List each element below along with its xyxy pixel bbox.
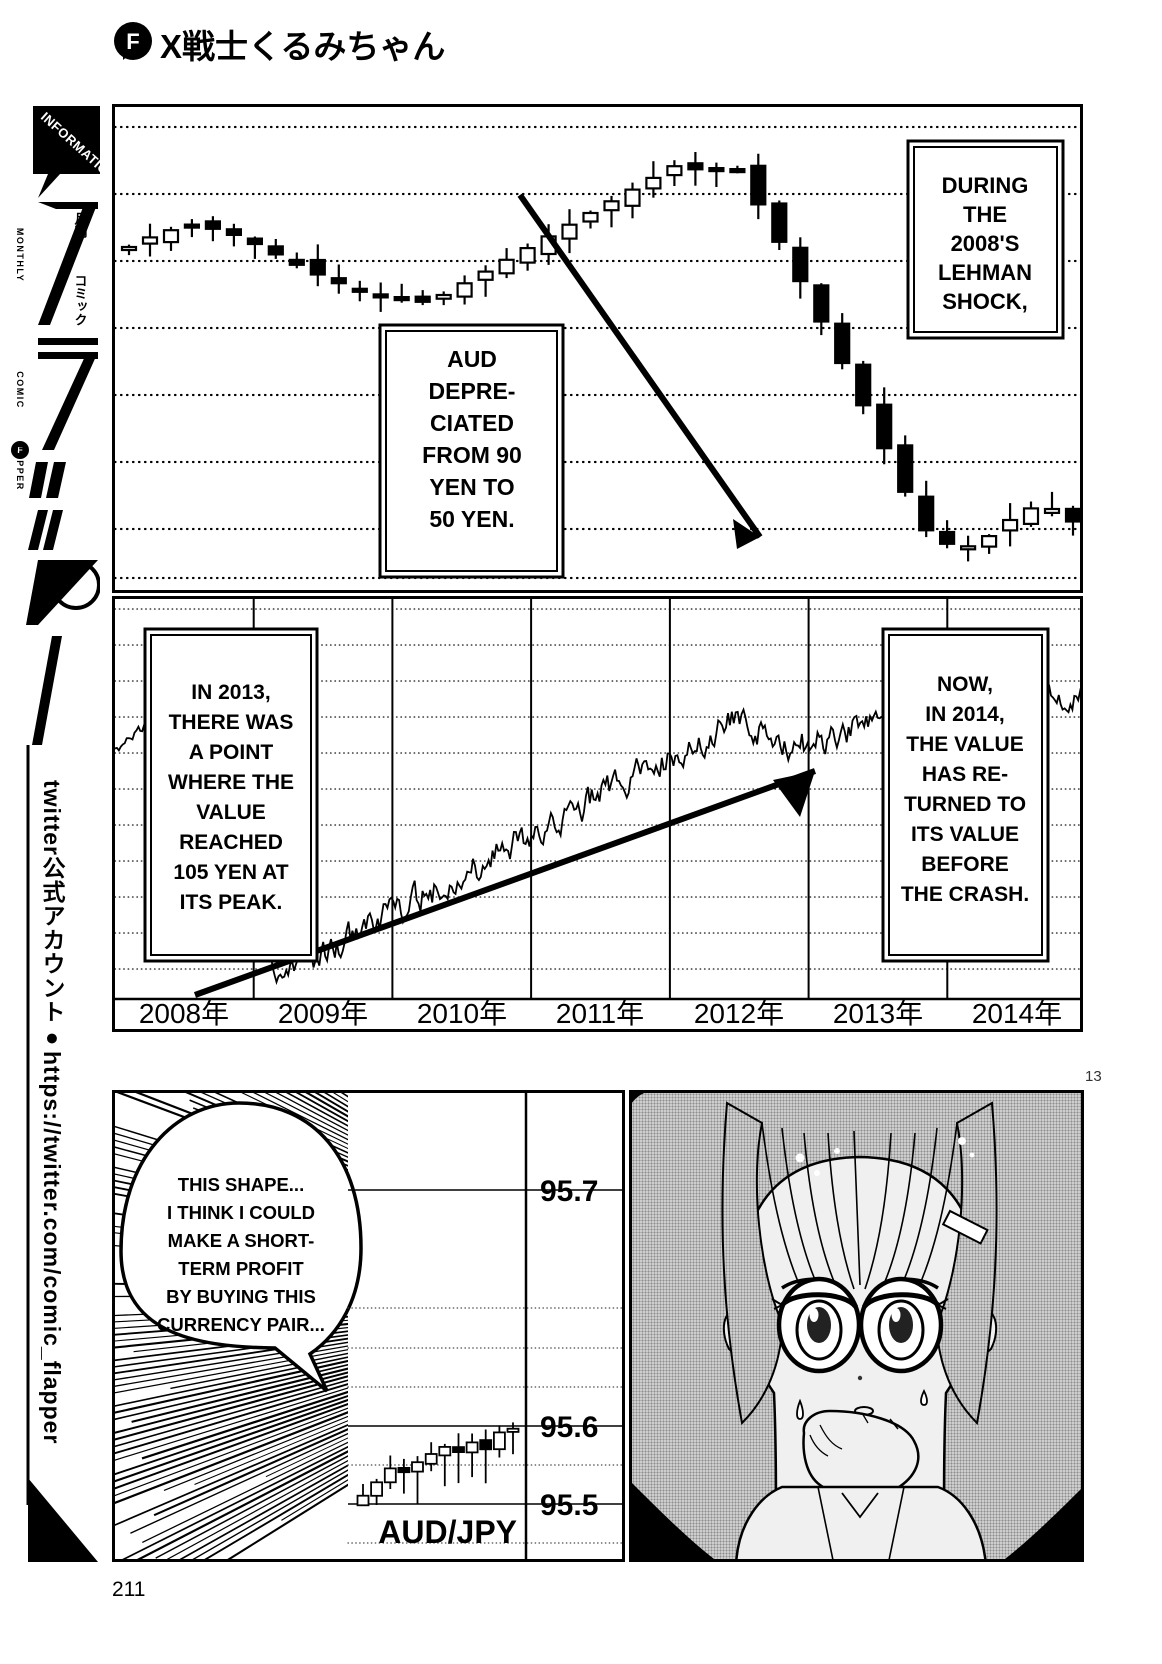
svg-text:BEFORE: BEFORE	[921, 853, 1009, 876]
svg-text:AUD/JPY: AUD/JPY	[378, 1514, 517, 1550]
svg-text:TERM PROFIT: TERM PROFIT	[178, 1258, 304, 1279]
svg-text:LEHMAN: LEHMAN	[938, 260, 1032, 285]
svg-text:2011年: 2011年	[556, 998, 644, 1029]
svg-text:DEPRE-: DEPRE-	[429, 378, 516, 404]
svg-text:CIATED: CIATED	[430, 410, 514, 436]
svg-text:95.5: 95.5	[540, 1489, 598, 1522]
svg-text:REACHED: REACHED	[179, 831, 283, 854]
svg-text:IN 2013,: IN 2013,	[191, 681, 270, 704]
svg-text:ITS VALUE: ITS VALUE	[911, 823, 1019, 846]
svg-text:FROM 90: FROM 90	[422, 442, 522, 468]
svg-text:コミック: コミック	[73, 274, 88, 326]
svg-text:MONTHLY: MONTHLY	[15, 228, 25, 282]
svg-text:MAKE A SHORT-: MAKE A SHORT-	[168, 1230, 315, 1251]
svg-text:2009年: 2009年	[278, 998, 368, 1029]
svg-text:THERE WAS: THERE WAS	[169, 711, 294, 734]
svg-text:95.7: 95.7	[540, 1175, 598, 1208]
svg-text:I THINK I COULD: I THINK I COULD	[167, 1202, 315, 1223]
svg-text:2008'S: 2008'S	[951, 231, 1020, 256]
svg-text:IN 2014,: IN 2014,	[925, 703, 1004, 726]
svg-text:95.6: 95.6	[540, 1411, 598, 1444]
svg-text:105 YEN AT: 105 YEN AT	[173, 861, 288, 884]
svg-text:DURING: DURING	[942, 173, 1029, 198]
svg-text:YEN TO: YEN TO	[429, 474, 514, 500]
svg-text:WHERE THE: WHERE THE	[168, 771, 294, 794]
svg-text:2010年: 2010年	[417, 998, 507, 1029]
svg-text:THE CRASH.: THE CRASH.	[901, 883, 1029, 906]
svg-text:AUD: AUD	[447, 346, 497, 372]
svg-text:NOW,: NOW,	[937, 673, 993, 696]
svg-text:ITS PEAK.: ITS PEAK.	[180, 891, 283, 914]
svg-text:2014年: 2014年	[972, 998, 1062, 1029]
svg-text:TURNED TO: TURNED TO	[904, 793, 1026, 816]
svg-text:twitter公式アカウント●https://twitter: twitter公式アカウント●https://twitter.com/comic…	[39, 780, 66, 1444]
svg-text:2008年: 2008年	[139, 998, 229, 1029]
svg-text:2013年: 2013年	[833, 998, 923, 1029]
svg-text:BY BUYING THIS: BY BUYING THIS	[166, 1286, 316, 1307]
svg-text:SHOCK,: SHOCK,	[942, 289, 1028, 314]
svg-text:A POINT: A POINT	[189, 741, 274, 764]
svg-text:THE VALUE: THE VALUE	[906, 733, 1023, 756]
svg-text:2012年: 2012年	[694, 998, 784, 1029]
svg-text:VALUE: VALUE	[196, 801, 266, 824]
svg-text:50 YEN.: 50 YEN.	[429, 506, 514, 532]
svg-text:HAS RE-: HAS RE-	[922, 763, 1008, 786]
svg-text:THIS SHAPE...: THIS SHAPE...	[178, 1174, 304, 1195]
svg-text:COMIC: COMIC	[15, 371, 25, 409]
svg-text:LAPPER: LAPPER	[15, 445, 25, 491]
svg-text:THE: THE	[963, 202, 1007, 227]
svg-text:F: F	[126, 29, 139, 54]
svg-text:CURRENCY PAIR...: CURRENCY PAIR...	[157, 1314, 325, 1335]
